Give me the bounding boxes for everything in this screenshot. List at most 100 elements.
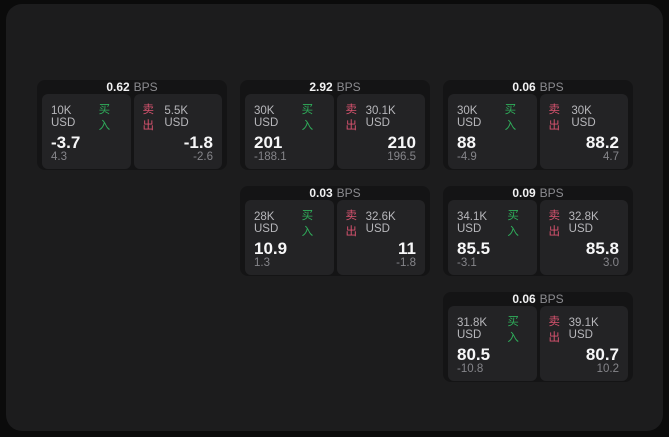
sell-price-value: 85.8 [585,239,619,258]
quote-tiles: 34.1K USD 买入 85.5 -3.1 卖出 32.8K USD 85.8… [448,200,628,275]
sell-amount-label: 30K USD [571,105,596,129]
sell-tile-header: 卖出 32.6K USD [346,207,417,239]
spread-card: 0.06 BPS 31.8K USD 买入 80.5 -10.8 卖出 39.1… [443,292,633,382]
bps-unit-label: BPS [336,186,361,200]
bps-unit-label: BPS [336,80,361,94]
spread-card: 0.06 BPS 30K USD 买入 88 -4.9 卖出 30K USD 8… [443,80,633,170]
quote-tiles: 10K USD 买入 -3.7 4.3 卖出 5.5K USD -1.8 -2.… [42,94,222,169]
buy-amount-label: 30K USD [254,105,279,129]
bps-value: 0.06 [512,80,536,94]
sell-button-label[interactable]: 卖出 [548,316,561,344]
bps-unit-label: BPS [539,292,564,306]
sell-tile-header: 卖出 30K USD [549,101,620,133]
buy-amount-label: 10K USD [51,105,76,129]
buy-tile[interactable]: 10K USD 买入 -3.7 4.3 [42,94,131,169]
sell-tile-header: 卖出 30.1K USD [346,101,417,133]
buy-tile[interactable]: 30K USD 买入 201 -188.1 [245,94,334,169]
buy-price-value: 88 [457,133,476,152]
buy-tile[interactable]: 31.8K USD 买入 80.5 -10.8 [448,306,537,381]
quote-card-grid: 0.62 BPS 10K USD 买入 -3.7 4.3 卖出 5.5K USD… [37,80,633,382]
bps-value: 0.62 [106,80,130,94]
card-header: 0.09 BPS [448,186,628,200]
buy-price-value: 10.9 [254,239,288,258]
card-header: 0.62 BPS [42,80,222,94]
sell-amount-label: 32.8K USD [568,211,599,235]
buy-price-value: 80.5 [457,345,491,364]
sell-delta-value: -2.6 [193,151,213,163]
bps-value: 0.06 [512,292,536,306]
card-header: 2.92 BPS [245,80,425,94]
sell-amount-label: 39.1K USD [568,317,599,341]
buy-tile-header: 30K USD 买入 [457,101,528,133]
sell-delta-value: 10.2 [596,363,619,375]
bps-unit-label: BPS [539,186,564,200]
buy-price-value: 85.5 [457,239,491,258]
spread-card: 0.03 BPS 28K USD 买入 10.9 1.3 卖出 32.6K US… [240,186,430,276]
buy-tile[interactable]: 34.1K USD 买入 85.5 -3.1 [448,200,537,275]
sell-delta-value: 4.7 [603,151,619,163]
buy-tile-header: 30K USD 买入 [254,101,325,133]
sell-tile[interactable]: 卖出 30K USD 88.2 4.7 [539,94,628,169]
buy-tile[interactable]: 28K USD 买入 10.9 1.3 [245,200,334,275]
buy-delta-value: -3.1 [457,257,477,269]
buy-tile-header: 10K USD 买入 [51,101,122,133]
sell-tile-header: 卖出 5.5K USD [143,101,214,133]
buy-amount-label: 30K USD [457,105,482,129]
bps-unit-label: BPS [133,80,158,94]
bps-value: 0.03 [309,186,333,200]
sell-price-value: 80.7 [585,345,619,364]
buy-button-label[interactable]: 买入 [301,210,314,238]
buy-delta-value: -4.9 [457,151,477,163]
sell-tile[interactable]: 卖出 39.1K USD 80.7 10.2 [539,306,628,381]
spread-card: 2.92 BPS 30K USD 买入 201 -188.1 卖出 30.1K … [240,80,430,170]
buy-tile-header: 28K USD 买入 [254,207,325,239]
buy-delta-value: 4.3 [51,151,67,163]
buy-button-label[interactable]: 买入 [507,210,519,238]
card-header: 0.03 BPS [245,186,425,200]
bps-unit-label: BPS [539,80,564,94]
buy-price-value: -3.7 [51,133,81,152]
buy-button-label[interactable]: 买入 [507,316,519,344]
sell-price-value: 210 [387,133,416,152]
sell-tile[interactable]: 卖出 32.8K USD 85.8 3.0 [539,200,628,275]
bps-value: 0.09 [512,186,536,200]
spread-card: 0.62 BPS 10K USD 买入 -3.7 4.3 卖出 5.5K USD… [37,80,227,170]
bps-value: 2.92 [309,80,333,94]
sell-amount-label: 5.5K USD [164,105,189,129]
sell-delta-value: 196.5 [387,151,416,163]
sell-button-label[interactable]: 卖出 [142,104,155,132]
sell-price-value: 11 [398,239,416,258]
buy-tile-header: 34.1K USD 买入 [457,207,528,239]
sell-amount-label: 32.6K USD [365,211,396,235]
buy-button-label[interactable]: 买入 [98,104,111,132]
buy-tile[interactable]: 30K USD 买入 88 -4.9 [448,94,537,169]
buy-delta-value: -10.8 [457,363,484,375]
sell-tile[interactable]: 卖出 30.1K USD 210 196.5 [336,94,425,169]
buy-tile-header: 31.8K USD 买入 [457,313,528,345]
sell-button-label[interactable]: 卖出 [345,104,358,132]
sell-amount-label: 30.1K USD [365,105,396,129]
card-header: 0.06 BPS [448,292,628,306]
quote-tiles: 30K USD 买入 201 -188.1 卖出 30.1K USD 210 1… [245,94,425,169]
card-header: 0.06 BPS [448,80,628,94]
sell-button-label[interactable]: 卖出 [345,210,358,238]
sell-price-value: 88.2 [585,133,619,152]
sell-tile[interactable]: 卖出 32.6K USD 11 -1.8 [336,200,425,275]
sell-tile[interactable]: 卖出 5.5K USD -1.8 -2.6 [133,94,222,169]
buy-delta-value: -188.1 [254,151,287,163]
sell-delta-value: 3.0 [603,257,619,269]
sell-tile-header: 卖出 39.1K USD [549,313,620,345]
spread-card: 0.09 BPS 34.1K USD 买入 85.5 -3.1 卖出 32.8K… [443,186,633,276]
sell-tile-header: 卖出 32.8K USD [549,207,620,239]
buy-button-label[interactable]: 买入 [504,104,517,132]
sell-delta-value: -1.8 [396,257,416,269]
quote-tiles: 30K USD 买入 88 -4.9 卖出 30K USD 88.2 4.7 [448,94,628,169]
quote-tiles: 28K USD 买入 10.9 1.3 卖出 32.6K USD 11 -1.8 [245,200,425,275]
sell-button-label[interactable]: 卖出 [548,104,561,132]
quote-tiles: 31.8K USD 买入 80.5 -10.8 卖出 39.1K USD 80.… [448,306,628,381]
buy-amount-label: 31.8K USD [457,317,488,341]
buy-amount-label: 28K USD [254,211,279,235]
sell-button-label[interactable]: 卖出 [548,210,561,238]
buy-price-value: 201 [254,133,283,152]
buy-button-label[interactable]: 买入 [301,104,314,132]
